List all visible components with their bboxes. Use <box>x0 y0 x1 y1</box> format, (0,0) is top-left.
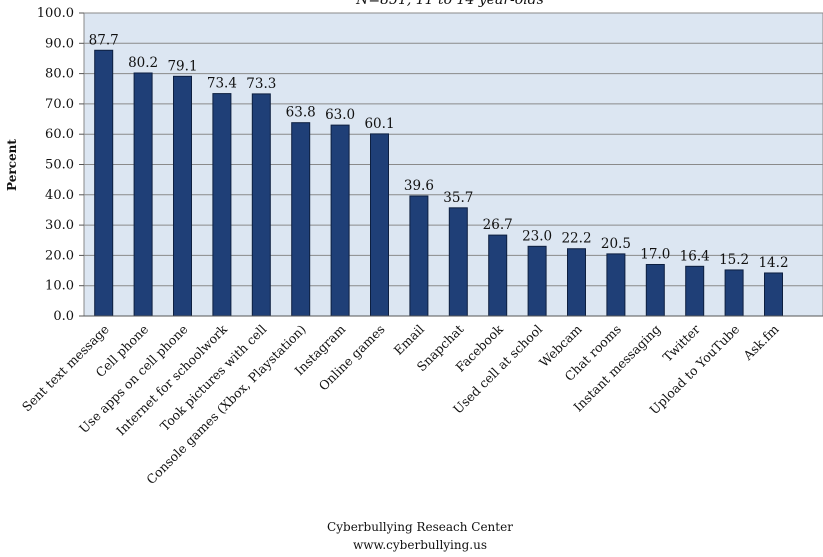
bar <box>370 133 389 317</box>
y-axis-label: Percent <box>5 139 19 191</box>
y-tick-label: 20.0 <box>45 248 74 263</box>
bar <box>251 93 271 317</box>
data-label: 73.4 <box>207 76 237 92</box>
x-tick-label: Email <box>391 322 427 358</box>
bar <box>645 263 665 317</box>
footer: Cyberbullying Reseach Center <box>327 520 513 534</box>
x-tick-label: Ask.fm <box>740 321 782 363</box>
bar <box>330 124 350 317</box>
bar <box>685 265 705 317</box>
data-label: 22.2 <box>561 231 591 247</box>
bar <box>488 234 508 317</box>
bar <box>567 248 586 317</box>
bar <box>291 122 311 317</box>
y-tick-label: 60.0 <box>45 127 74 142</box>
data-label: 35.7 <box>443 190 473 206</box>
y-tick-label: 80.0 <box>45 67 74 82</box>
y-tick-label: 40.0 <box>45 188 74 203</box>
data-label: 14.2 <box>758 255 788 271</box>
bar <box>764 272 783 317</box>
data-label: 79.1 <box>167 58 197 74</box>
y-tick-label: 100.0 <box>37 6 74 21</box>
bar <box>527 245 547 317</box>
bar <box>173 75 192 317</box>
y-tick-label: 30.0 <box>45 218 74 233</box>
footer: www.cyberbullying.us <box>353 538 487 552</box>
bar <box>724 269 744 317</box>
chart-subtitle: N=851, 11 to 14 year-olds <box>355 0 544 8</box>
data-label: 15.2 <box>719 252 749 268</box>
data-label: 17.0 <box>640 246 670 262</box>
y-tick-label: 70.0 <box>45 97 74 112</box>
data-label: 87.7 <box>89 32 119 48</box>
data-label: 20.5 <box>601 236 631 252</box>
y-tick-label: 50.0 <box>45 158 74 173</box>
bar <box>448 207 468 317</box>
bar <box>94 49 114 317</box>
data-label: 26.7 <box>483 217 513 233</box>
data-label: 39.6 <box>404 178 434 194</box>
y-tick-label: 90.0 <box>45 36 74 51</box>
data-label: 16.4 <box>680 248 710 264</box>
data-label: 63.0 <box>325 107 355 123</box>
data-label: 63.8 <box>286 105 316 121</box>
data-label: 23.0 <box>522 228 552 244</box>
bar <box>212 93 232 317</box>
y-tick-label: 10.0 <box>45 279 74 294</box>
y-tick-label: 0.0 <box>53 309 74 324</box>
bar <box>606 253 626 317</box>
bar <box>409 195 429 317</box>
data-label: 60.1 <box>364 116 394 132</box>
bar <box>133 72 153 317</box>
data-label: 80.2 <box>128 55 158 71</box>
data-label: 73.3 <box>246 76 276 92</box>
